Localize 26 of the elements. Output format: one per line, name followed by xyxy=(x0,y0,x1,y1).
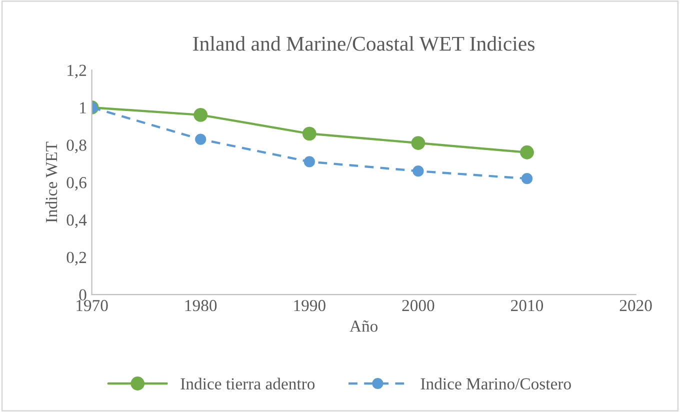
x-axis-title: Año xyxy=(350,320,378,332)
point xyxy=(412,166,424,177)
x-tick-label: 1970 xyxy=(76,300,108,312)
y-axis-title: Indice WET xyxy=(45,142,58,223)
legend-label: Indice Marino/Costero xyxy=(420,378,571,390)
y-tick-label: 0,6 xyxy=(66,177,86,191)
y-tick-label: 1,2 xyxy=(68,64,86,78)
point xyxy=(195,134,206,145)
x-tick-label: 2010 xyxy=(511,300,544,312)
x-tick-label: 1980 xyxy=(185,300,217,312)
point xyxy=(521,173,533,184)
y-tick-label: 0 xyxy=(79,289,86,301)
chart-title: Inland and Marine/Coastal WET Indicies xyxy=(193,36,534,51)
x-tick-label: 2020 xyxy=(620,300,652,312)
y-tick-label: 0,8 xyxy=(66,140,86,154)
point xyxy=(302,126,316,141)
point xyxy=(411,136,426,150)
legend-label: Indice tierra adentro xyxy=(180,378,315,390)
point xyxy=(520,145,534,160)
y-tick-label: 0,2 xyxy=(66,252,86,266)
point xyxy=(304,156,315,168)
point xyxy=(194,108,208,122)
y-tick-label: 1 xyxy=(80,102,86,114)
x-tick-label: 2000 xyxy=(402,300,434,312)
y-tick-label: 0,4 xyxy=(66,214,87,228)
x-tick-label: 1990 xyxy=(294,300,326,312)
